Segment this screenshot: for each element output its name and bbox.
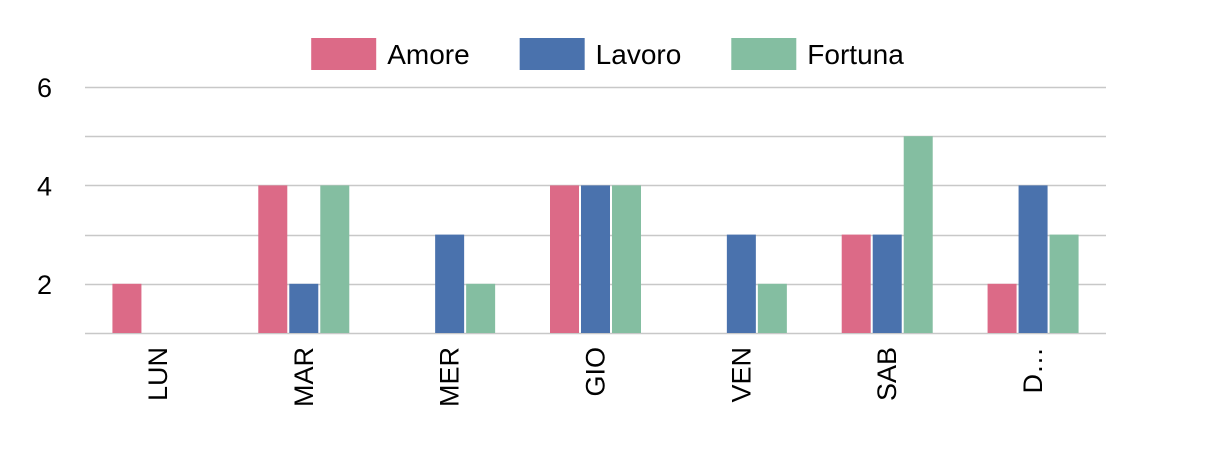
bar-fortuna-sab xyxy=(903,136,933,333)
x-tick-label: SAB xyxy=(872,347,902,401)
bar-fortuna-d… xyxy=(1049,234,1079,333)
x-axis-labels: LUN MAR MER GIO VEN SAB D… xyxy=(143,347,1048,407)
x-tick-label: VEN xyxy=(726,347,756,403)
legend-label-lavoro: Lavoro xyxy=(596,39,682,70)
bar-fortuna-ven xyxy=(757,283,787,333)
bar-amore-mar xyxy=(258,185,288,333)
bar-amore-d… xyxy=(987,283,1017,333)
bar-lavoro-d… xyxy=(1018,185,1048,333)
bar-amore-gio xyxy=(550,185,579,333)
bar-lavoro-gio xyxy=(581,185,610,333)
bar-amore-lun xyxy=(112,283,142,333)
bar-lavoro-mar xyxy=(289,283,319,333)
y-tick-label: 6 xyxy=(37,73,52,103)
x-tick-label: MER xyxy=(435,347,465,407)
x-tick-label: D… xyxy=(1018,347,1048,394)
x-tick-label: GIO xyxy=(581,347,611,397)
legend: Amore Lavoro Fortuna xyxy=(311,38,904,70)
legend-swatch-lavoro xyxy=(519,38,585,70)
bar-fortuna-mer xyxy=(466,283,496,333)
legend-label-amore: Amore xyxy=(387,39,469,70)
y-axis-ticks: 2 4 6 xyxy=(37,73,52,300)
bars xyxy=(112,136,1079,333)
bar-lavoro-mer xyxy=(435,234,465,333)
bar-fortuna-mar xyxy=(320,185,350,333)
x-tick-label: MAR xyxy=(289,347,319,407)
bar-lavoro-sab xyxy=(872,234,902,333)
y-tick-label: 2 xyxy=(37,270,52,300)
bar-fortuna-gio xyxy=(612,185,641,333)
legend-swatch-fortuna xyxy=(731,38,797,70)
legend-label-fortuna: Fortuna xyxy=(807,39,904,70)
bar-amore-sab xyxy=(841,234,871,333)
bar-lavoro-ven xyxy=(726,234,756,333)
y-tick-label: 4 xyxy=(37,171,52,201)
x-tick-label: LUN xyxy=(143,347,173,401)
legend-swatch-amore xyxy=(311,38,377,70)
